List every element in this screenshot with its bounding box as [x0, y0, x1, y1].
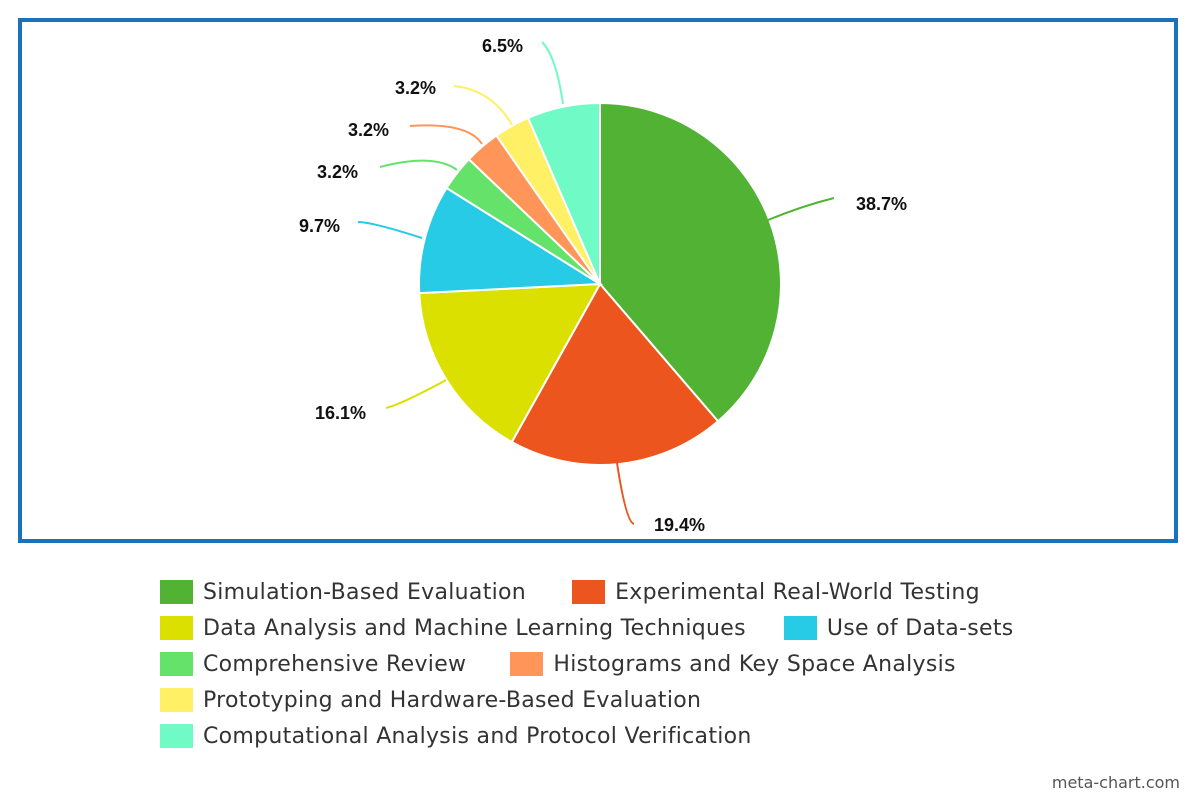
legend-item-comprehensive-review[interactable]: Comprehensive Review — [160, 652, 466, 677]
legend-item-simulation[interactable]: Simulation-Based Evaluation — [160, 580, 526, 605]
pie-slice[interactable] — [418, 186, 604, 295]
legend-swatch — [160, 652, 193, 676]
leader-line — [767, 197, 835, 221]
watermark[interactable]: meta-chart.com — [1051, 773, 1180, 792]
data-label: 3.2% — [395, 78, 436, 98]
legend-swatch — [160, 616, 193, 640]
pie-slice[interactable] — [526, 101, 601, 285]
legend-label: Data Analysis and Machine Learning Techn… — [203, 615, 746, 641]
legend-label: Use of Data-sets — [826, 615, 1014, 641]
pie-slice[interactable] — [418, 282, 602, 444]
leader-line — [453, 85, 513, 126]
legend-swatch — [160, 688, 193, 712]
legend-label: Histograms and Key Space Analysis — [553, 651, 956, 677]
leader-line — [357, 221, 423, 239]
leader-line — [409, 124, 483, 145]
leader-line — [379, 159, 458, 171]
legend-row-1: Simulation-Based Evaluation Experimental… — [160, 578, 980, 606]
legend-row-5: Computational Analysis and Protocol Veri… — [160, 722, 752, 750]
legend-label: Simulation-Based Evaluation — [203, 579, 527, 605]
data-label: 6.5% — [482, 36, 523, 56]
legend-swatch — [572, 580, 606, 604]
legend-swatch — [160, 580, 193, 604]
legend-row-2: Data Analysis and Machine Learning Techn… — [160, 614, 1014, 642]
legend-swatch — [510, 652, 544, 676]
leader-line — [616, 462, 635, 525]
legend-row-3: Comprehensive Review Histograms and Key … — [160, 650, 956, 678]
chart-frame: 38.7% 19.4% 16.1% 9.7% 3.2% 3.2% 3.2% 6.5% — [18, 18, 1178, 543]
data-label: 19.4% — [654, 515, 705, 535]
data-label: 3.2% — [317, 162, 358, 182]
legend-item-experimental[interactable]: Experimental Real-World Testing — [572, 580, 980, 605]
legend-item-datasets[interactable]: Use of Data-sets — [783, 615, 1014, 641]
pie-slice[interactable] — [599, 101, 782, 423]
data-label: 3.2% — [348, 120, 389, 140]
legend-item-computational[interactable]: Computational Analysis and Protocol Veri… — [160, 724, 752, 749]
pie-chart: 38.7% 19.4% 16.1% 9.7% 3.2% 3.2% 3.2% 6.5% — [299, 36, 907, 535]
legend-item-data-analysis[interactable]: Data Analysis and Machine Learning Techn… — [160, 616, 746, 641]
legend-item-prototyping[interactable]: Prototyping and Hardware-Based Evaluatio… — [160, 688, 701, 713]
legend-label: Prototyping and Hardware-Based Evaluatio… — [203, 687, 702, 713]
legend-row-4: Prototyping and Hardware-Based Evaluatio… — [160, 686, 701, 714]
legend-label: Comprehensive Review — [203, 651, 467, 677]
legend-swatch — [160, 724, 193, 748]
leader-line — [541, 41, 564, 105]
legend-item-histograms[interactable]: Histograms and Key Space Analysis — [510, 652, 955, 677]
legend-label: Computational Analysis and Protocol Veri… — [203, 723, 752, 749]
legend-label: Experimental Real-World Testing — [615, 579, 980, 605]
data-label: 9.7% — [299, 216, 340, 236]
data-label: 38.7% — [856, 194, 907, 214]
legend-swatch — [783, 616, 817, 640]
leader-line — [385, 379, 447, 409]
data-label: 16.1% — [315, 403, 366, 423]
